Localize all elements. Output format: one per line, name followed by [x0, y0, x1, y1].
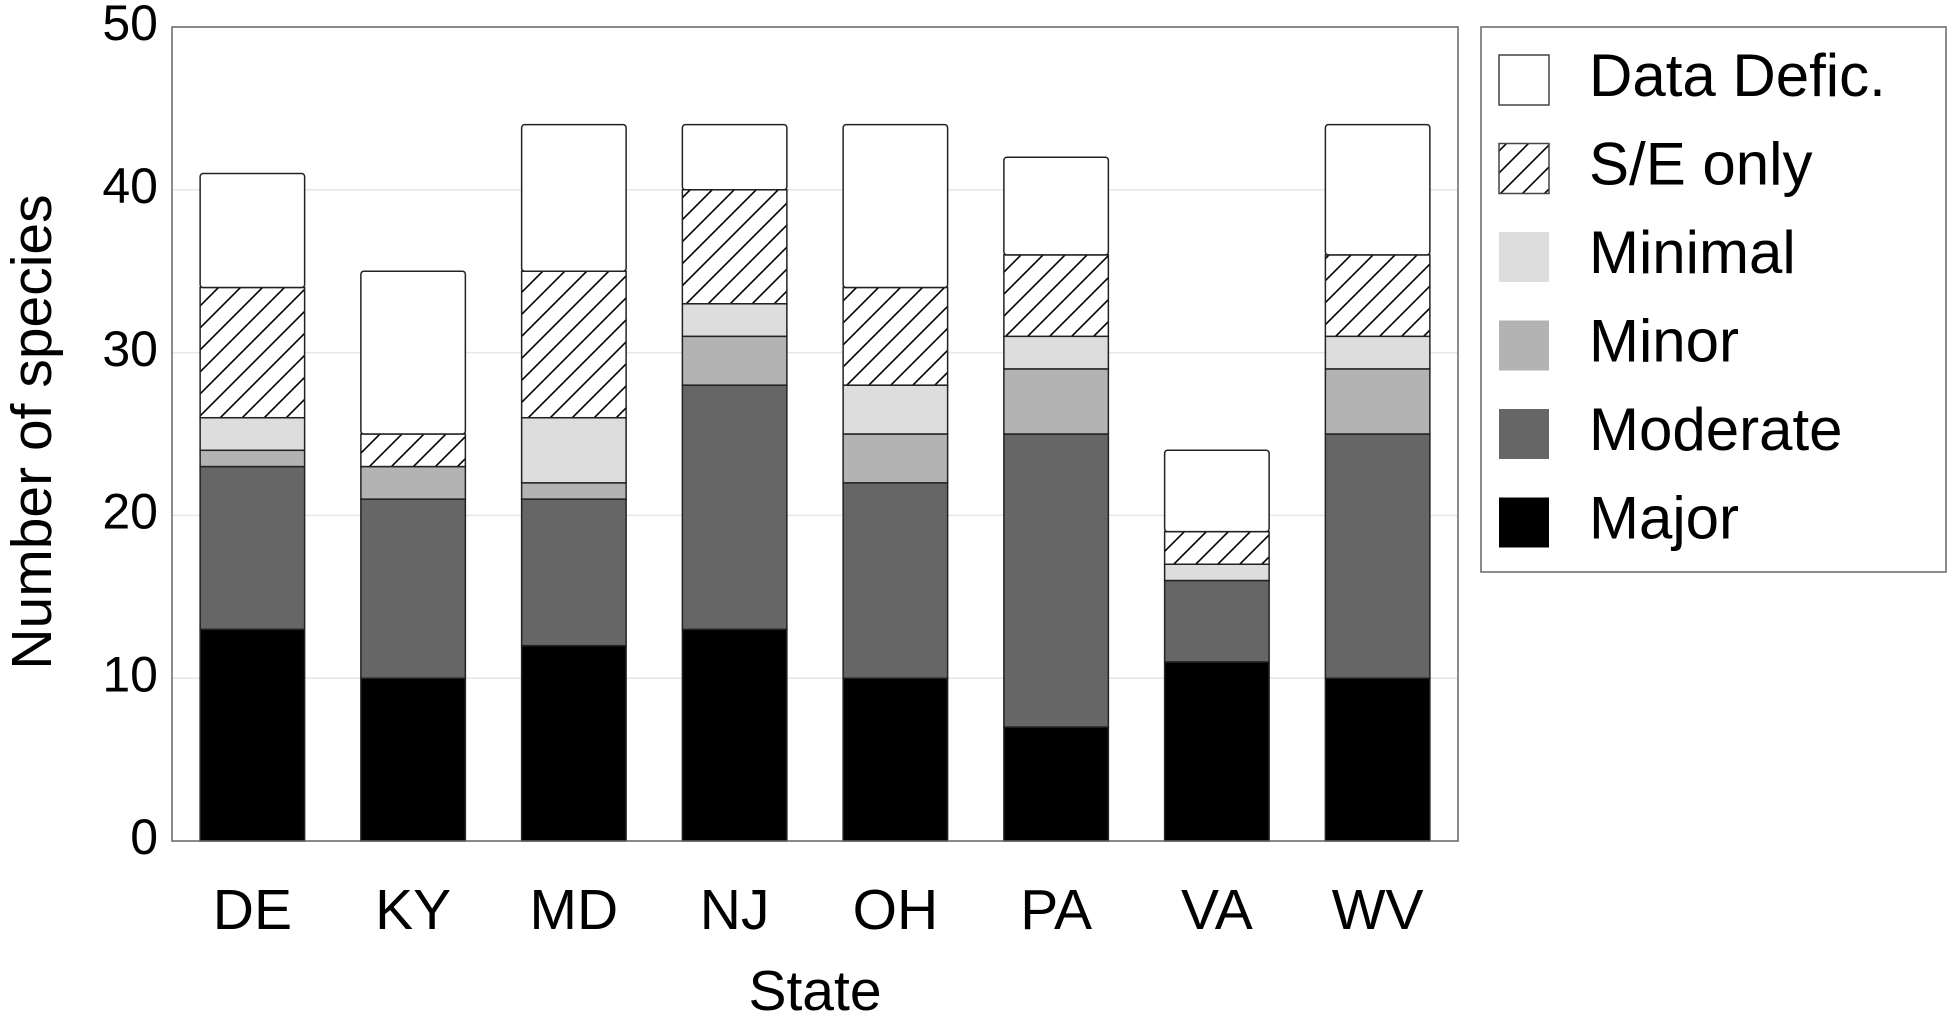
bar-segment [520, 416, 627, 484]
bar-segment [360, 270, 467, 435]
bar-segment [681, 384, 788, 631]
bar-segment [520, 644, 627, 842]
bar-segment [842, 677, 949, 842]
bar-segment [1163, 449, 1270, 533]
x-tick-label: MD [530, 878, 619, 942]
legend-swatch [1499, 232, 1549, 282]
bar-segment [1324, 254, 1431, 338]
bar-segment [1003, 726, 1110, 842]
bar-segment [1324, 368, 1431, 435]
legend-swatch [1499, 497, 1549, 548]
bar-segment [681, 189, 788, 305]
x-axis-title: State [748, 959, 881, 1021]
bar-segment [520, 498, 627, 647]
bar-segment [199, 172, 306, 289]
y-tick-label: 30 [102, 321, 158, 377]
bar-segment [520, 123, 627, 272]
y-tick-label: 20 [102, 484, 158, 540]
x-tick-label: DE [213, 878, 292, 942]
bar-segment [681, 303, 788, 338]
bar-segment [199, 628, 306, 842]
bar-segment [1003, 368, 1110, 435]
y-axis-title: Number of species [0, 194, 64, 669]
legend-label: Moderate [1589, 396, 1842, 463]
legend-label: Minimal [1589, 219, 1796, 286]
bar-segment [842, 433, 949, 484]
x-tick-label: VA [1181, 878, 1253, 942]
x-tick-label: OH [853, 878, 939, 942]
bar-segment [199, 286, 306, 419]
x-tick-label: PA [1020, 878, 1092, 942]
bar-segment [360, 677, 467, 842]
bar-segment [360, 465, 467, 500]
bar-segment [681, 335, 788, 386]
legend-label: S/E only [1589, 130, 1812, 197]
bar-segment [681, 628, 788, 842]
bar-segment [520, 482, 627, 500]
legend-label: Major [1589, 484, 1739, 551]
x-tick-label: KY [375, 878, 451, 942]
x-tick-label: NJ [700, 878, 770, 942]
bar-segment [360, 498, 467, 679]
bar-segment [360, 433, 467, 468]
bar-segment [199, 449, 306, 468]
bar-segment [1003, 156, 1110, 256]
bar-segment [199, 416, 306, 452]
bar-segment [199, 465, 306, 631]
bar-segment [1324, 433, 1431, 679]
legend-swatch [1499, 320, 1549, 371]
legend-swatch [1498, 54, 1550, 106]
bar-segment [1324, 677, 1431, 842]
bar-segment [1324, 335, 1431, 370]
legend-label: Data Defic. [1589, 42, 1886, 109]
bar-segment [1163, 579, 1270, 663]
legend-swatch [1499, 409, 1549, 459]
bar-segment [1324, 123, 1431, 256]
bar-segment [842, 384, 949, 435]
y-tick-label: 0 [130, 809, 158, 865]
bar-segment [1003, 254, 1110, 338]
bar-segment [1003, 335, 1110, 370]
y-tick-label: 10 [102, 646, 158, 702]
bar-segment [1163, 661, 1270, 842]
bar-segment [842, 286, 949, 386]
legend-box [1480, 26, 1947, 573]
y-tick-label: 40 [102, 158, 158, 214]
bar-segment [681, 123, 788, 191]
legend-swatch [1498, 142, 1550, 195]
x-tick-label: WV [1332, 878, 1424, 942]
bar-segment [1163, 563, 1270, 582]
plot-frame [171, 26, 1459, 842]
bar-segment [842, 123, 949, 289]
y-tick-label: 50 [102, 0, 158, 51]
bar-segment [1163, 530, 1270, 565]
bar-segment [520, 270, 627, 419]
bar-segment [842, 482, 949, 679]
bar-segment [1003, 433, 1110, 728]
legend-label: Minor [1589, 307, 1739, 374]
